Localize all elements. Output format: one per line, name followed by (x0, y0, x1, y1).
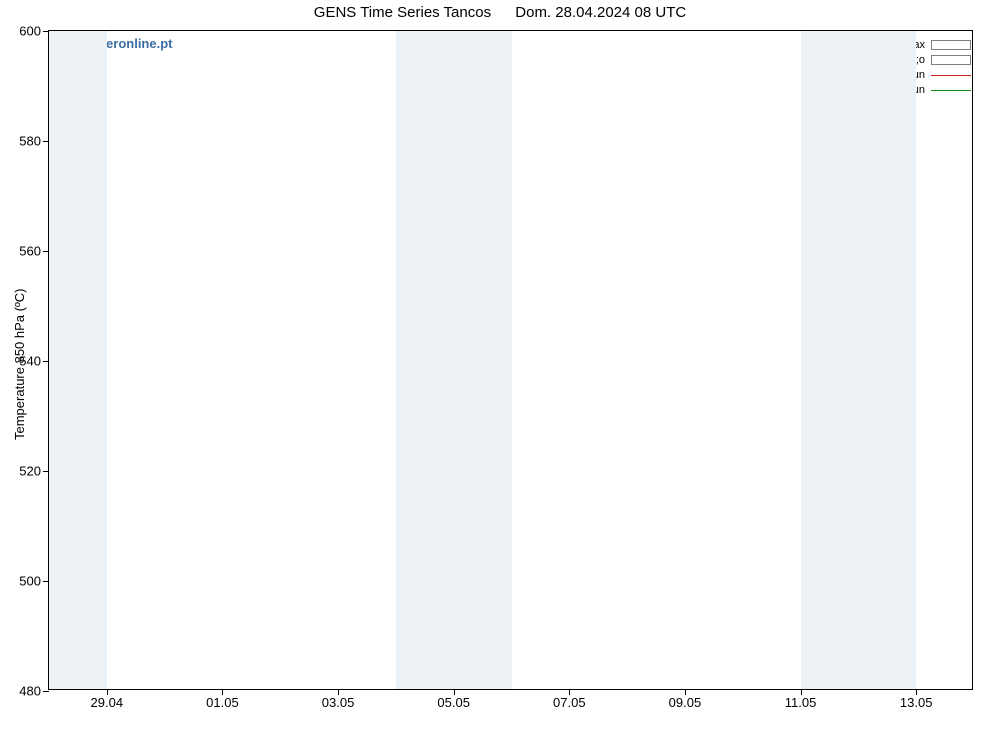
y-tick-label: 480 (19, 684, 41, 699)
x-tick-label: 09.05 (669, 695, 702, 710)
x-tick-label: 11.05 (785, 695, 817, 710)
y-tick-label: 520 (19, 464, 41, 479)
y-tick (43, 361, 49, 362)
y-tick (43, 251, 49, 252)
title-left: GENS Time Series Tancos (314, 4, 491, 21)
y-axis-label: Temperature 850 hPa (ºC) (12, 289, 27, 440)
y-tick (43, 471, 49, 472)
y-tick (43, 581, 49, 582)
y-tick (43, 31, 49, 32)
plot-area: © weatheronline.pt min/maxDesvio padr ti… (48, 30, 973, 690)
x-tick-label: 03.05 (322, 695, 355, 710)
weekend-band (801, 31, 917, 689)
y-tick-label: 580 (19, 134, 41, 149)
weekend-band (49, 31, 107, 689)
y-tick-label: 600 (19, 24, 41, 39)
chart-title: GENS Time Series Tancos Dom. 28.04.2024 … (0, 0, 1000, 21)
y-tick (43, 141, 49, 142)
chart-container: GENS Time Series Tancos Dom. 28.04.2024 … (0, 0, 1000, 733)
x-tick-label: 01.05 (206, 695, 239, 710)
x-tick-label: 07.05 (553, 695, 586, 710)
legend-sample (931, 84, 971, 96)
x-tick-label: 29.04 (91, 695, 124, 710)
y-tick-label: 560 (19, 244, 41, 259)
legend-sample (931, 39, 971, 51)
legend-sample (931, 54, 971, 66)
weekend-band (396, 31, 512, 689)
y-tick-label: 500 (19, 574, 41, 589)
legend-sample (931, 69, 971, 81)
x-tick-label: 13.05 (900, 695, 933, 710)
title-right: Dom. 28.04.2024 08 UTC (515, 4, 686, 21)
y-tick (43, 691, 49, 692)
x-tick-label: 05.05 (437, 695, 470, 710)
